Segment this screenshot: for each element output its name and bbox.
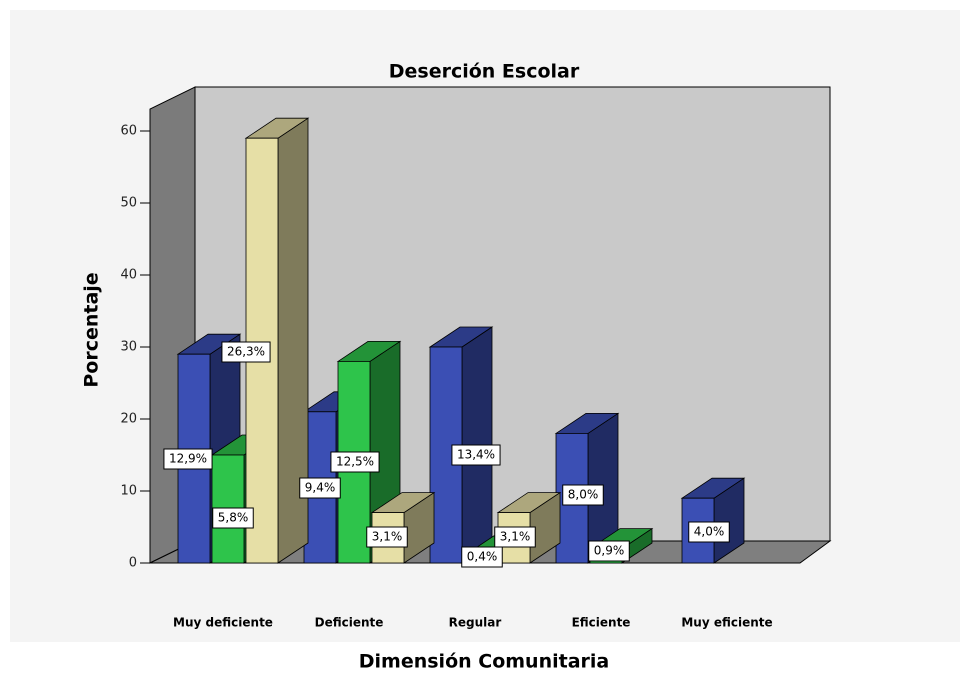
point-label: 0,9% (588, 540, 630, 562)
point-label-box (330, 451, 380, 473)
point-label-text: 3,1% (372, 530, 403, 544)
point-label-text: 0,9% (594, 544, 625, 558)
point-label: 3,1% (366, 526, 408, 548)
point-label-box (588, 540, 630, 562)
point-label: 12,9% (163, 448, 213, 470)
point-label-box (451, 444, 501, 466)
point-label-box (221, 341, 271, 363)
x-tick-label: Deficiente (315, 616, 384, 630)
point-label-text: 5,8% (218, 511, 249, 525)
y-axis-title: Porcentaje (81, 272, 103, 387)
point-label-text: 8,0% (568, 488, 599, 502)
point-label-box (494, 526, 536, 548)
x-tick-label: Regular (449, 616, 502, 630)
y-tick-label: 50 (120, 196, 137, 211)
point-label: 12,5% (330, 451, 380, 473)
point-label-box (461, 546, 503, 568)
point-label-box (299, 477, 341, 499)
point-label: 13,4% (451, 444, 501, 466)
point-label-box (366, 526, 408, 548)
bar (244, 117, 310, 564)
x-axis-title: Dimensión Comunitaria (359, 651, 609, 673)
point-label: 26,3% (221, 341, 271, 363)
bar (680, 477, 746, 564)
point-label-box (163, 448, 213, 470)
point-label-box (212, 507, 254, 529)
point-label: 5,8% (212, 507, 254, 529)
y-tick-label: 30 (120, 340, 137, 355)
point-label-text: 12,5% (336, 455, 374, 469)
point-label: 3,1% (494, 526, 536, 548)
x-tick-label: Muy deficiente (173, 616, 273, 630)
y-tick-label: 0 (129, 556, 137, 571)
point-label: 0,4% (461, 546, 503, 568)
point-label-text: 9,4% (305, 481, 336, 495)
y-tick-label: 20 (120, 412, 137, 427)
y-tick-label: 10 (120, 484, 137, 499)
point-label-text: 26,3% (227, 345, 265, 359)
point-label: 4,0% (688, 521, 730, 543)
point-label-text: 4,0% (694, 525, 725, 539)
y-tick-label: 60 (120, 124, 137, 139)
chart-title: Deserción Escolar (389, 61, 580, 83)
point-label: 9,4% (299, 477, 341, 499)
y-tick-label: 40 (120, 268, 137, 283)
point-label: 8,0% (562, 484, 604, 506)
point-label-box (688, 521, 730, 543)
x-tick-label: Muy eficiente (681, 616, 772, 630)
point-label-text: 13,4% (457, 448, 495, 462)
point-label-text: 0,4% (467, 550, 498, 564)
point-label-text: 3,1% (500, 530, 531, 544)
point-label-box (562, 484, 604, 506)
x-tick-label: Eficiente (572, 616, 631, 630)
point-label-text: 12,9% (169, 452, 207, 466)
